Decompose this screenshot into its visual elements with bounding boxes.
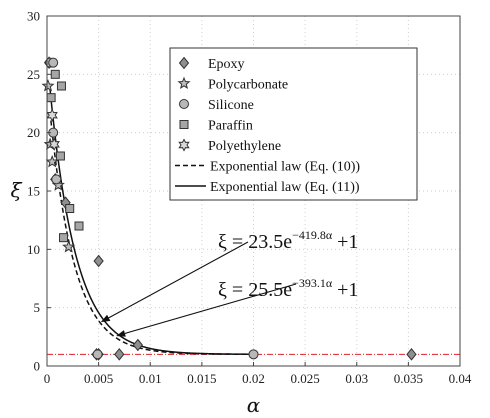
data-point-square [56,81,66,91]
equation-label: ξ = 25.5e−393.1α +1 [218,276,358,301]
legend-label: Polyethylene [208,139,281,154]
data-point-circle [51,174,62,185]
x-tick-label: 0.015 [187,371,216,386]
legend: Epoxy Polycarbonate Silicone Paraffin Polyet… [169,47,418,201]
legend-marker [179,99,189,109]
data-point-square [59,233,69,243]
annotation-arrow [116,283,297,337]
y-tick-label: 20 [27,125,40,140]
annotations: ξ = 23.5e−419.8α +1 ξ = 25.5e−393.1α +1 [100,228,358,337]
data-point-circle [248,349,259,360]
data-point-square [65,204,75,213]
legend-box [169,47,418,201]
x-tick-label: 0.025 [291,371,320,386]
data-point-star [62,240,76,253]
y-tick-label: 10 [27,242,40,257]
legend-marker [179,120,189,129]
data-point-circle [92,349,103,360]
legend-label: Exponential law (Eq. (10)) [210,160,360,175]
x-tick-label: 0.005 [84,371,113,386]
equation-label: ξ = 23.5e−419.8α +1 [218,228,358,253]
data-point-square [55,151,65,161]
x-tick-label: 0.03 [345,371,368,386]
data-point-circle [48,57,59,68]
legend-marker [178,56,190,70]
curves [49,89,254,356]
data-point-hexstar [46,108,58,122]
legend-label: Exponential law (Eq. (11)) [210,180,360,195]
y-tick-label: 5 [34,300,41,315]
x-tick-label: 0 [44,371,51,386]
y-axis-label: ξ [10,178,22,202]
data-point-diamond [93,254,104,268]
x-tick-label: 0.035 [394,371,423,386]
legend-label: Silicone [208,98,254,113]
x-tick-label: 0.02 [242,371,265,386]
data-point-diamond [406,348,417,361]
fit-curve-eq11 [49,89,254,355]
data-markers [41,56,417,361]
data-point-square [74,221,84,231]
data-point-square [50,69,60,79]
x-axis-label: α [247,393,261,417]
legend-label: Epoxy [208,57,245,72]
y-tick-label: 25 [27,67,40,82]
legend-marker [178,138,190,152]
y-tick-label: 15 [27,184,40,199]
legend-marker [177,76,191,90]
data-point-square [46,93,56,103]
data-point-diamond [114,348,125,361]
legend-label: Paraffin [208,119,253,134]
legend-label: Polycarbonate [208,78,288,93]
x-tick-label: 0.01 [139,371,162,386]
data-point-hexstar [48,137,60,151]
annotation-arrow [100,241,249,323]
data-point-star [41,79,55,92]
y-tick-label: 30 [27,9,40,24]
tick-labels: 0 0.005 0.01 0.015 0.02 0.025 0.03 0.035 0.04 0 5 1… [27,9,472,387]
y-tick-label: 0 [34,359,41,374]
x-tick-label: 0.04 [449,371,472,386]
data-point-diamond [132,338,144,352]
